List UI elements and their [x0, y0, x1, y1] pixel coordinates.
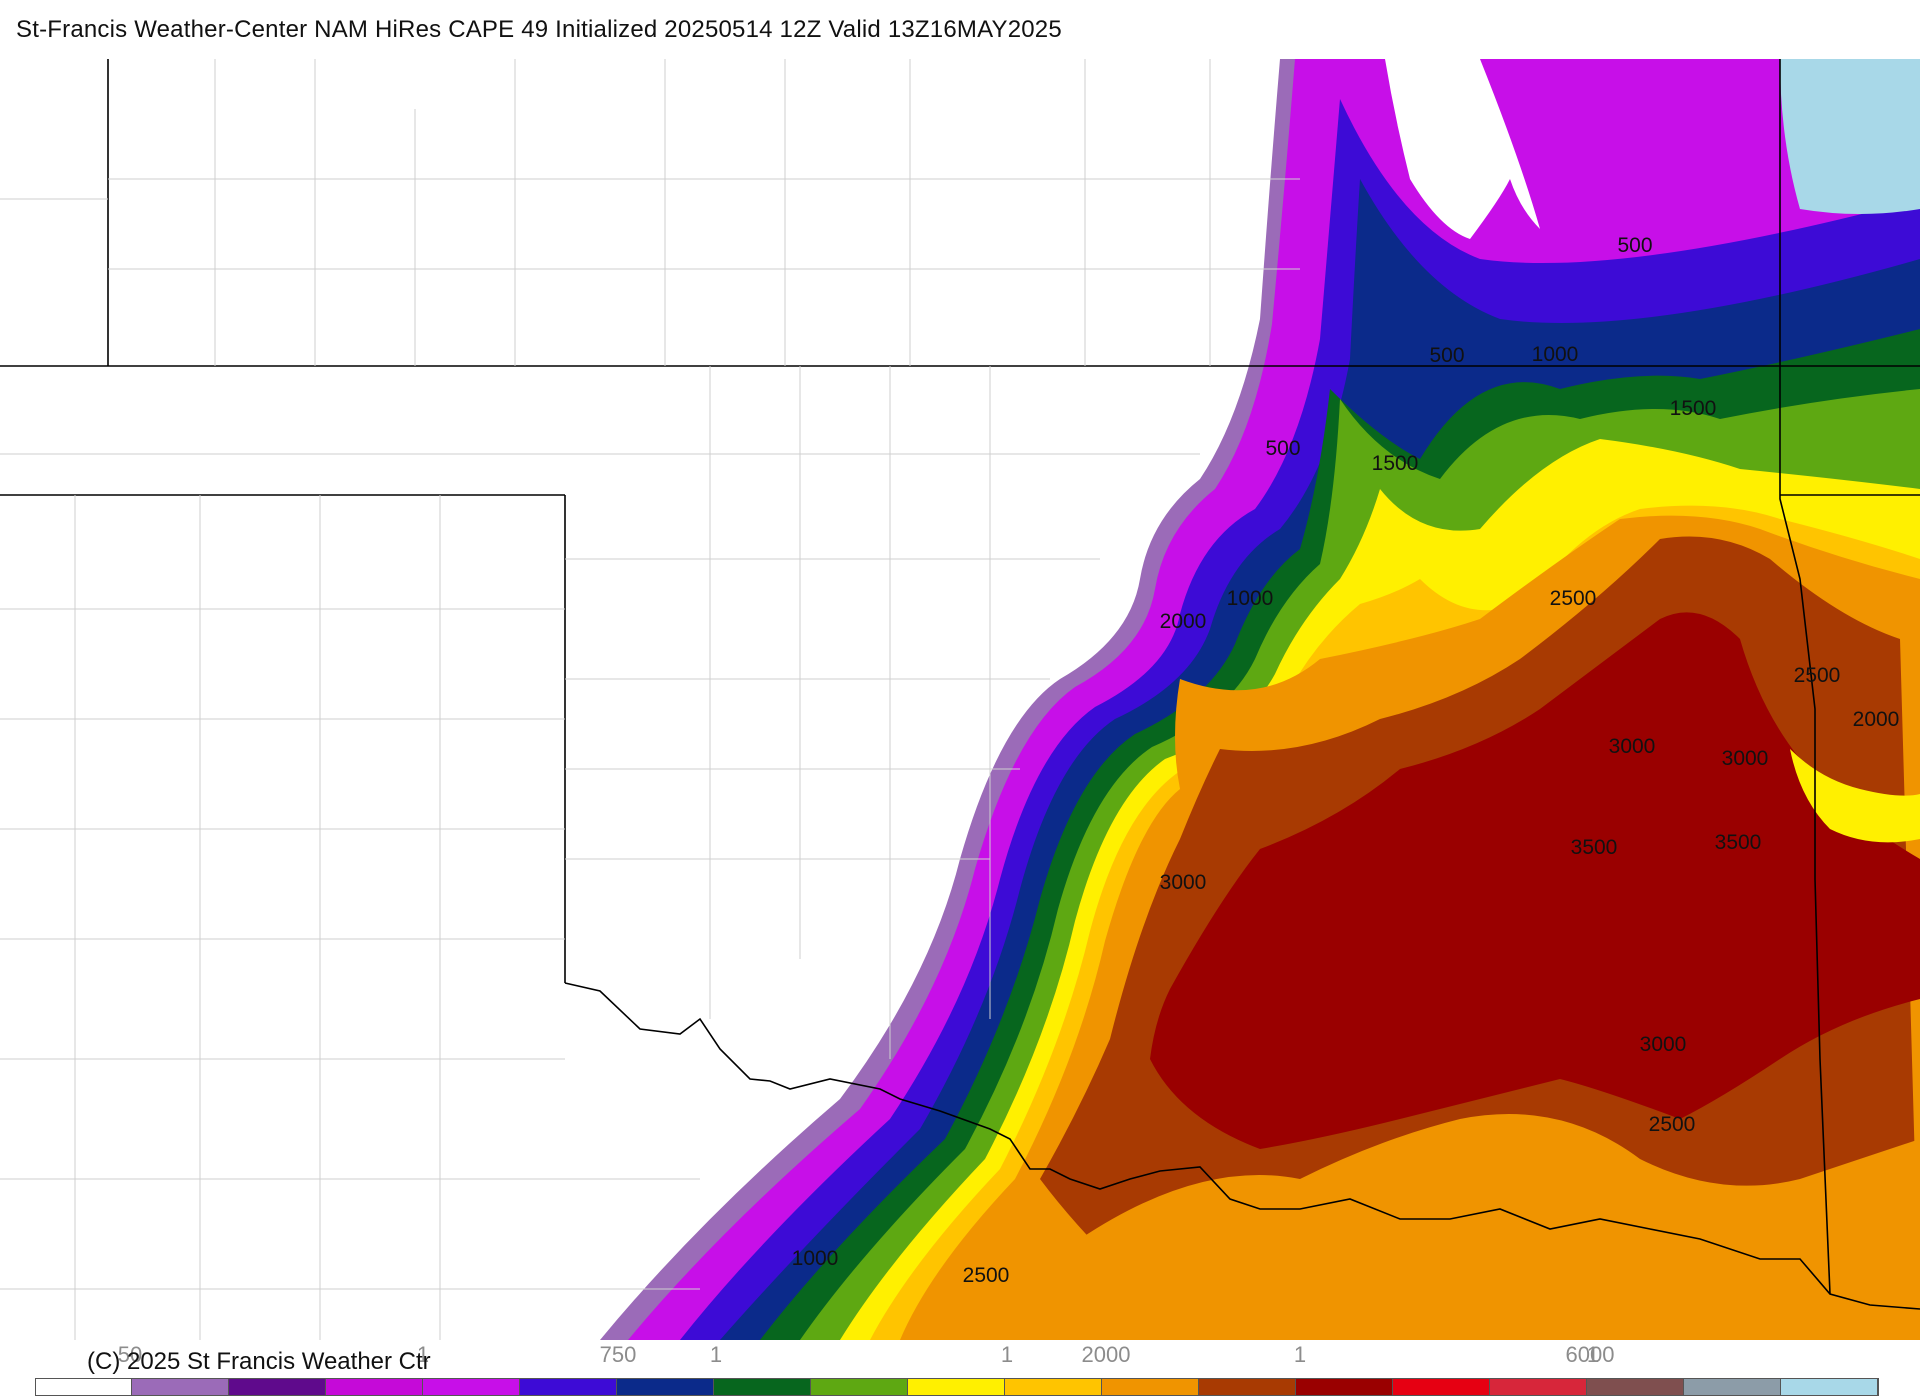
- contour-label: 3500: [1571, 836, 1618, 859]
- colorbar-swatch: [1490, 1379, 1587, 1395]
- contour-label: 3000: [1722, 747, 1769, 770]
- legend-tick-label: 6000: [1565, 1342, 1615, 1367]
- colorbar-swatch: [617, 1379, 714, 1395]
- contour-labels: 500 500 1000 1500 500 1500 1000 2000 2500 2500 200…: [792, 234, 1900, 1287]
- contour-label: 2000: [1853, 708, 1900, 731]
- legend-tick-label: 1: [1586, 1342, 1600, 1367]
- contour-label: 500: [1617, 234, 1652, 257]
- contour-label: 2500: [1794, 664, 1841, 687]
- county-lines: [0, 59, 1300, 1340]
- cape-band-lightblue: [1780, 59, 1920, 214]
- colorbar-swatch: [1781, 1379, 1878, 1395]
- legend-tick-label: 1: [1293, 1342, 1307, 1367]
- colorbar-swatch: [229, 1379, 326, 1395]
- colorbar-swatch: [908, 1379, 1005, 1395]
- contour-label: 500: [1429, 344, 1464, 367]
- contour-label: 3000: [1640, 1033, 1687, 1056]
- colorbar-swatch: [132, 1379, 229, 1395]
- contour-label: 500: [1265, 437, 1300, 460]
- colorbar-swatch: [1684, 1379, 1781, 1395]
- legend-tick-label: 1: [1000, 1342, 1014, 1367]
- colorbar-swatch: [1102, 1379, 1199, 1395]
- legend-tick-label: 2000: [1081, 1342, 1131, 1367]
- contour-label: 2000: [1160, 610, 1207, 633]
- colorbar-swatch: [1296, 1379, 1393, 1395]
- colorbar-swatch: [326, 1379, 423, 1395]
- contour-label: 2500: [963, 1264, 1010, 1287]
- cape-band-yellow-east: [1790, 749, 1920, 843]
- legend-tick-labels: 50 1 750 1 1 2000 1 6000 1: [0, 1342, 1920, 1372]
- colorbar-swatch: [1587, 1379, 1684, 1395]
- contour-label: 3500: [1715, 831, 1762, 854]
- colorbar-swatch: [1393, 1379, 1490, 1395]
- legend-tick-label: 1: [416, 1342, 430, 1367]
- colorbar: [35, 1378, 1879, 1396]
- contour-label: 1500: [1372, 452, 1419, 475]
- contour-label: 1000: [1227, 587, 1274, 610]
- copyright-text: (C) 2025 St Francis Weather Ctr: [87, 1348, 431, 1375]
- contour-label: 2500: [1649, 1113, 1696, 1136]
- cape-fill: [600, 59, 1920, 1340]
- cape-clear-north: [1385, 59, 1540, 239]
- contour-label: 2500: [1550, 587, 1597, 610]
- colorbar-swatch: [1199, 1379, 1296, 1395]
- legend-tick-label: 750: [599, 1342, 637, 1367]
- colorbar-swatch: [423, 1379, 520, 1395]
- cape-band-darkred: [1150, 612, 1920, 1149]
- contour-label: 3000: [1609, 735, 1656, 758]
- colorbar-swatch: [520, 1379, 617, 1395]
- colorbar-swatch: [36, 1379, 132, 1395]
- cape-band-orange-south: [1040, 1114, 1920, 1340]
- legend-tick-label: 50: [117, 1342, 143, 1367]
- colorbar-swatch: [811, 1379, 908, 1395]
- contour-label: 1000: [792, 1247, 839, 1270]
- contour-label: 3000: [1160, 871, 1207, 894]
- contour-label: 1500: [1670, 397, 1717, 420]
- state-borders: [0, 59, 1920, 1310]
- legend-tick-label: 1: [709, 1342, 723, 1367]
- colorbar-swatch: [714, 1379, 811, 1395]
- contour-label: 1000: [1532, 343, 1579, 366]
- colorbar-swatch: [1005, 1379, 1102, 1395]
- cape-map[interactable]: 500 500 1000 1500 500 1500 1000 2000 2500 2500 200…: [0, 59, 1920, 1340]
- chart-title: St-Francis Weather-Center NAM HiRes CAPE…: [16, 16, 1062, 43]
